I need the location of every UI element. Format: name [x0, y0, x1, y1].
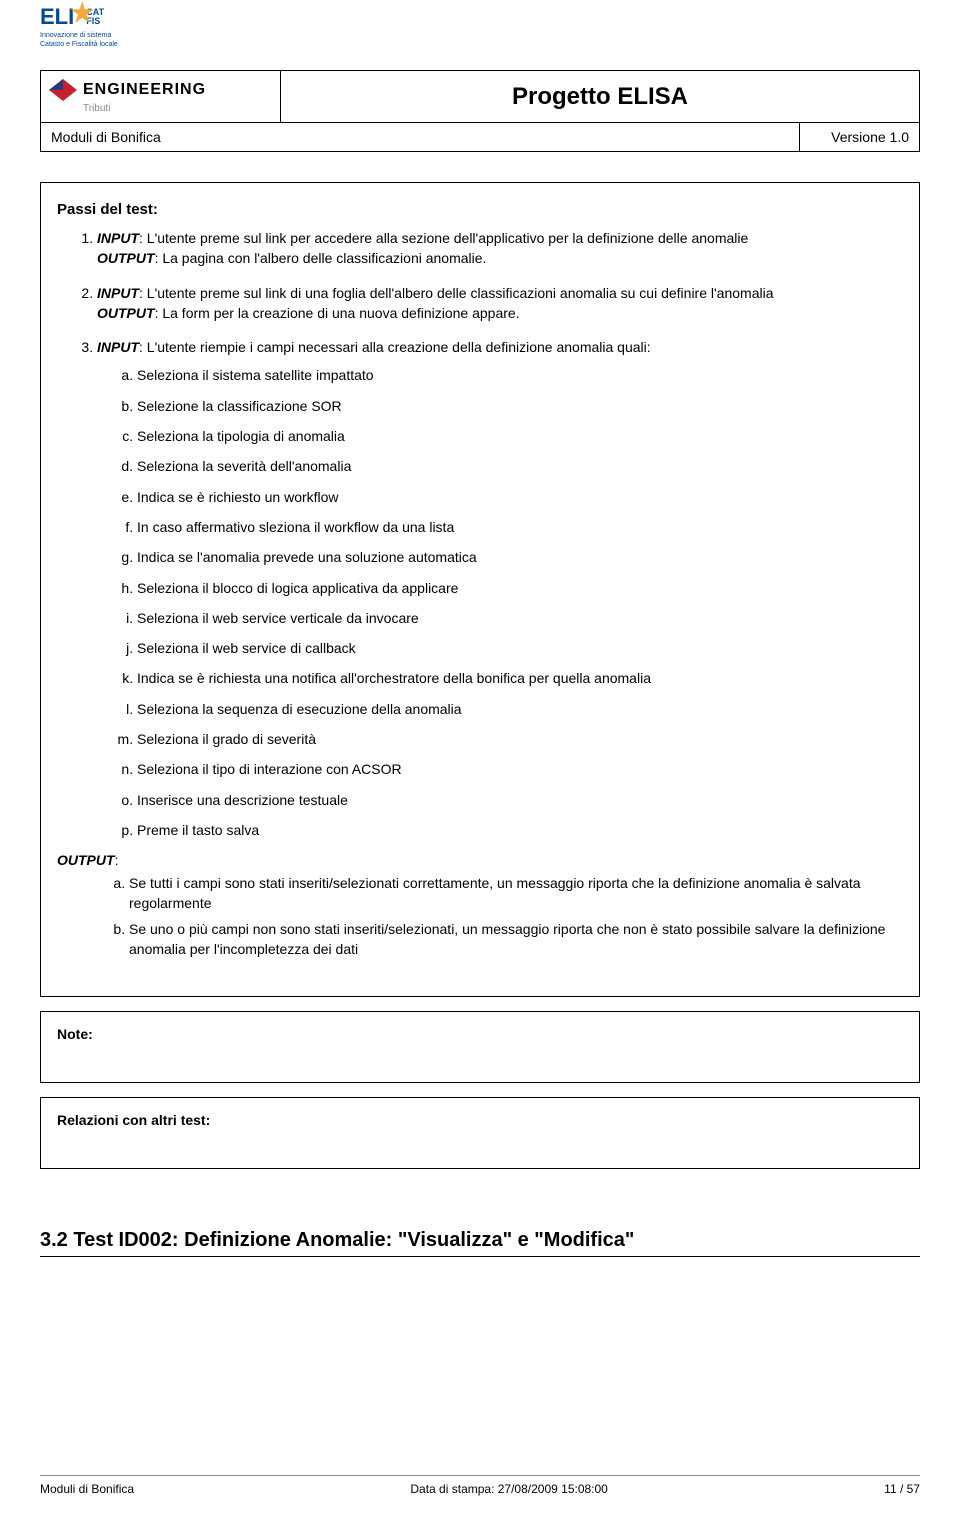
relazioni-box: Relazioni con altri test:: [40, 1097, 920, 1169]
section-heading: 3.2 Test ID002: Definizione Anomalie: "V…: [40, 1229, 920, 1257]
version-label: Versione 1.0: [799, 123, 919, 151]
module-name: Moduli di Bonifica: [41, 123, 799, 151]
step-2-output: : La form per la creazione di una nuova …: [155, 305, 520, 321]
eli-sub2: Catasto e Fiscalità locale: [40, 41, 118, 48]
eli-fis: FIS: [86, 17, 104, 26]
output-b: Se uno o più campi non sono stati inseri…: [129, 919, 903, 960]
step-2: INPUT: L'utente preme sul link di una fo…: [97, 283, 903, 324]
subitem-b: Selezione la classificazione SOR: [137, 396, 903, 416]
input-label-2: INPUT: [97, 285, 139, 301]
note-box: Note:: [40, 1011, 920, 1083]
subitem-c: Seleziona la tipologia di anomalia: [137, 426, 903, 446]
project-title: Progetto ELISA: [512, 83, 688, 111]
step-3-input: : L'utente riempie i campi necessari all…: [139, 339, 651, 355]
engineering-icon: [49, 79, 77, 101]
subitem-n: Seleziona il tipo di interazione con ACS…: [137, 759, 903, 779]
subitem-g: Indica se l'anomalia prevede una soluzio…: [137, 547, 903, 567]
output-a: Se tutti i campi sono stati inseriti/sel…: [129, 873, 903, 914]
subitem-o: Inserisce una descrizione testuale: [137, 790, 903, 810]
input-label-1: INPUT: [97, 230, 139, 246]
header-box: ENGINEERING Tributi Progetto ELISA Modul…: [40, 70, 920, 152]
subitem-d: Seleziona la severità dell'anomalia: [137, 456, 903, 476]
engineering-text: ENGINEERING: [83, 81, 206, 99]
subitem-k: Indica se è richiesta una notifica all'o…: [137, 668, 903, 688]
relazioni-label: Relazioni con altri test:: [57, 1112, 210, 1128]
step-1: INPUT: L'utente preme sul link per acced…: [97, 228, 903, 269]
eli-text: ELI: [40, 4, 74, 30]
subitem-h: Seleziona il blocco di logica applicativ…: [137, 578, 903, 598]
eli-logo: ELI CAT FIS Innovazione di sistema Catas…: [40, 4, 118, 48]
step-2-input: : L'utente preme sul link di una foglia …: [139, 285, 774, 301]
subitem-a: Seleziona il sistema satellite impattato: [137, 365, 903, 385]
subitem-f: In caso affermativo sleziona il workflow…: [137, 517, 903, 537]
output-label-1: OUTPUT: [97, 250, 155, 266]
subitem-j: Seleziona il web service di callback: [137, 638, 903, 658]
subitem-m: Seleziona il grado di severità: [137, 729, 903, 749]
footer: Moduli di Bonifica Data di stampa: 27/08…: [40, 1475, 920, 1496]
output-label-3: OUTPUT: [57, 852, 115, 868]
output-label-2: OUTPUT: [97, 305, 155, 321]
eli-sub1: Innovazione di sistema: [40, 32, 111, 39]
note-label: Note:: [57, 1026, 93, 1042]
subitem-i: Seleziona il web service verticale da in…: [137, 608, 903, 628]
engineering-logo-cell: ENGINEERING Tributi: [41, 71, 281, 122]
subitem-e: Indica se è richiesto un workflow: [137, 487, 903, 507]
footer-right: 11 / 57: [884, 1482, 920, 1496]
footer-center: Data di stampa: 27/08/2009 15:08:00: [410, 1482, 607, 1496]
subitem-p: Preme il tasto salva: [137, 820, 903, 840]
step-3: INPUT: L'utente riempie i campi necessar…: [97, 337, 903, 960]
passi-title: Passi del test:: [57, 201, 903, 218]
step-1-input: : L'utente preme sul link per accedere a…: [139, 230, 748, 246]
tributi-text: Tributi: [83, 103, 272, 114]
step-1-output: : La pagina con l'albero delle classific…: [155, 250, 487, 266]
footer-left: Moduli di Bonifica: [40, 1482, 134, 1496]
subitem-l: Seleziona la sequenza di esecuzione dell…: [137, 699, 903, 719]
passi-box: Passi del test: INPUT: L'utente preme su…: [40, 182, 920, 997]
input-label-3: INPUT: [97, 339, 139, 355]
